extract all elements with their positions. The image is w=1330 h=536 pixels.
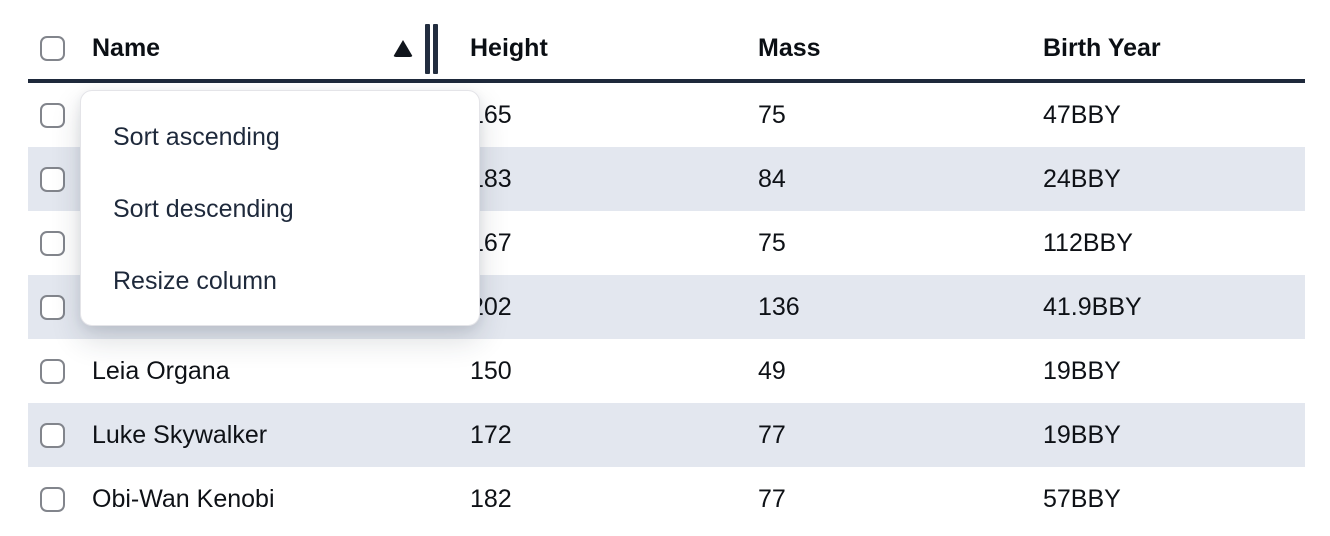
column-header-name[interactable]: Name xyxy=(80,23,458,74)
cell-mass: 77 xyxy=(758,484,786,513)
cell-height: 172 xyxy=(470,420,512,449)
cell-birth-year: 24BBY xyxy=(1043,164,1121,193)
column-header-birth-year[interactable]: Birth Year xyxy=(1043,34,1161,62)
table-header-row: Name Height Mass Birth Year xyxy=(28,18,1305,83)
cell-mass: 77 xyxy=(758,420,786,449)
cell-birth-year: 47BBY xyxy=(1043,100,1121,129)
table-row: Luke Skywalker 172 77 19BBY xyxy=(28,403,1305,467)
cell-birth-year: 41.9BBY xyxy=(1043,292,1142,321)
cell-height: 167 xyxy=(470,228,512,257)
cell-name: Leia Organa xyxy=(92,356,230,385)
select-all-checkbox[interactable] xyxy=(40,36,65,61)
column-header-name-label: Name xyxy=(92,34,161,62)
row-checkbox[interactable] xyxy=(40,230,65,256)
cell-birth-year: 112BBY xyxy=(1043,228,1133,257)
table-row: Obi-Wan Kenobi 182 77 57BBY xyxy=(28,467,1305,531)
cell-birth-year: 19BBY xyxy=(1043,356,1121,385)
header-select-cell xyxy=(28,36,80,61)
cell-birth-year: 19BBY xyxy=(1043,420,1121,449)
row-checkbox[interactable] xyxy=(40,486,65,512)
column-header-mass[interactable]: Mass xyxy=(758,34,821,62)
row-checkbox[interactable] xyxy=(40,102,65,128)
row-checkbox[interactable] xyxy=(40,294,65,320)
row-checkbox[interactable] xyxy=(40,166,65,192)
row-checkbox[interactable] xyxy=(40,358,65,384)
sort-ascending-icon xyxy=(393,40,413,57)
cell-height: 202 xyxy=(470,292,512,321)
cell-height: 165 xyxy=(470,100,512,129)
menu-item-sort-ascending[interactable]: Sort ascending xyxy=(113,122,280,151)
row-checkbox[interactable] xyxy=(40,422,65,448)
column-header-height[interactable]: Height xyxy=(470,34,548,62)
cell-mass: 84 xyxy=(758,164,786,193)
cell-mass: 75 xyxy=(758,100,786,129)
cell-mass: 75 xyxy=(758,228,786,257)
cell-height: 182 xyxy=(470,484,512,513)
table-row: Leia Organa 150 49 19BBY xyxy=(28,339,1305,403)
cell-birth-year: 57BBY xyxy=(1043,484,1121,513)
menu-item-sort-descending[interactable]: Sort descending xyxy=(113,194,294,223)
column-context-menu: Sort ascending Sort descending Resize co… xyxy=(80,90,480,326)
cell-height: 150 xyxy=(470,356,512,385)
cell-mass: 136 xyxy=(758,292,800,321)
cell-name: Obi-Wan Kenobi xyxy=(92,484,275,513)
menu-item-resize-column[interactable]: Resize column xyxy=(113,266,277,295)
column-resize-handle-icon[interactable] xyxy=(425,23,438,74)
cell-name: Luke Skywalker xyxy=(92,420,268,449)
cell-mass: 49 xyxy=(758,356,786,385)
cell-height: 183 xyxy=(470,164,512,193)
